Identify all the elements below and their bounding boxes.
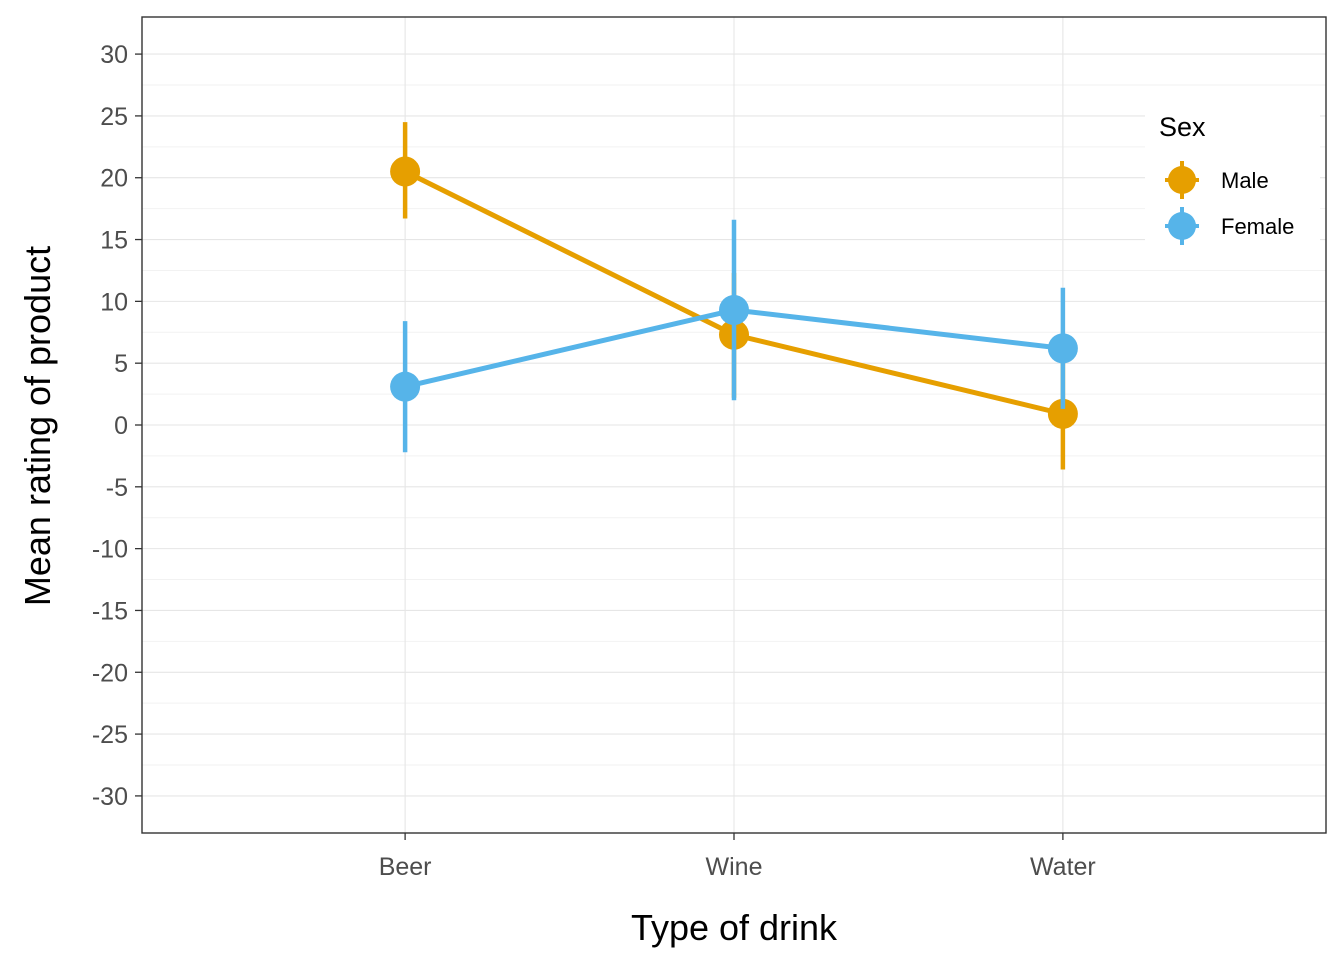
legend: Sex Male Female [1145,105,1320,245]
y-tick-label: -10 [92,536,128,564]
x-axis: Beer Wine Water [379,833,1096,881]
legend-key-female: Female [1165,207,1294,245]
female-point [390,371,421,402]
legend-title: Sex [1159,112,1206,142]
y-tick-label: 5 [114,350,128,378]
y-tick-label: 20 [100,165,128,193]
x-axis-title: Type of drink [631,907,838,948]
y-tick-label: 15 [100,227,128,255]
series-female [390,219,1078,453]
legend-label-male: Male [1221,168,1269,193]
series-layer [390,122,1078,470]
y-axis-title: Mean rating of product [17,246,58,606]
major-gridlines [142,17,1326,833]
y-tick-label: -5 [106,474,128,502]
y-tick-label: -30 [92,783,128,811]
y-tick-label: -25 [92,721,128,749]
y-axis: -30 -25 -20 -15 -10 -5 0 5 10 15 20 25 30 [92,41,142,811]
legend-label-female: Female [1221,214,1294,239]
legend-key-male: Male [1165,161,1269,199]
x-tick-label: Beer [379,853,432,881]
x-tick-label: Water [1030,853,1096,881]
legend-key-point [1168,212,1196,240]
y-tick-label: 0 [114,412,128,440]
legend-key-point [1168,166,1196,194]
y-tick-label: 30 [100,41,128,69]
female-point [719,295,749,326]
male-point [390,156,421,187]
y-tick-label: 25 [100,103,128,131]
y-tick-label: 10 [100,288,128,316]
y-tick-label: -20 [92,659,128,687]
female-point [1047,333,1078,364]
y-tick-label: -15 [92,597,128,625]
x-tick-label: Wine [706,853,763,881]
legend-keys: Male Female [1165,161,1294,245]
male-point [1047,398,1078,429]
